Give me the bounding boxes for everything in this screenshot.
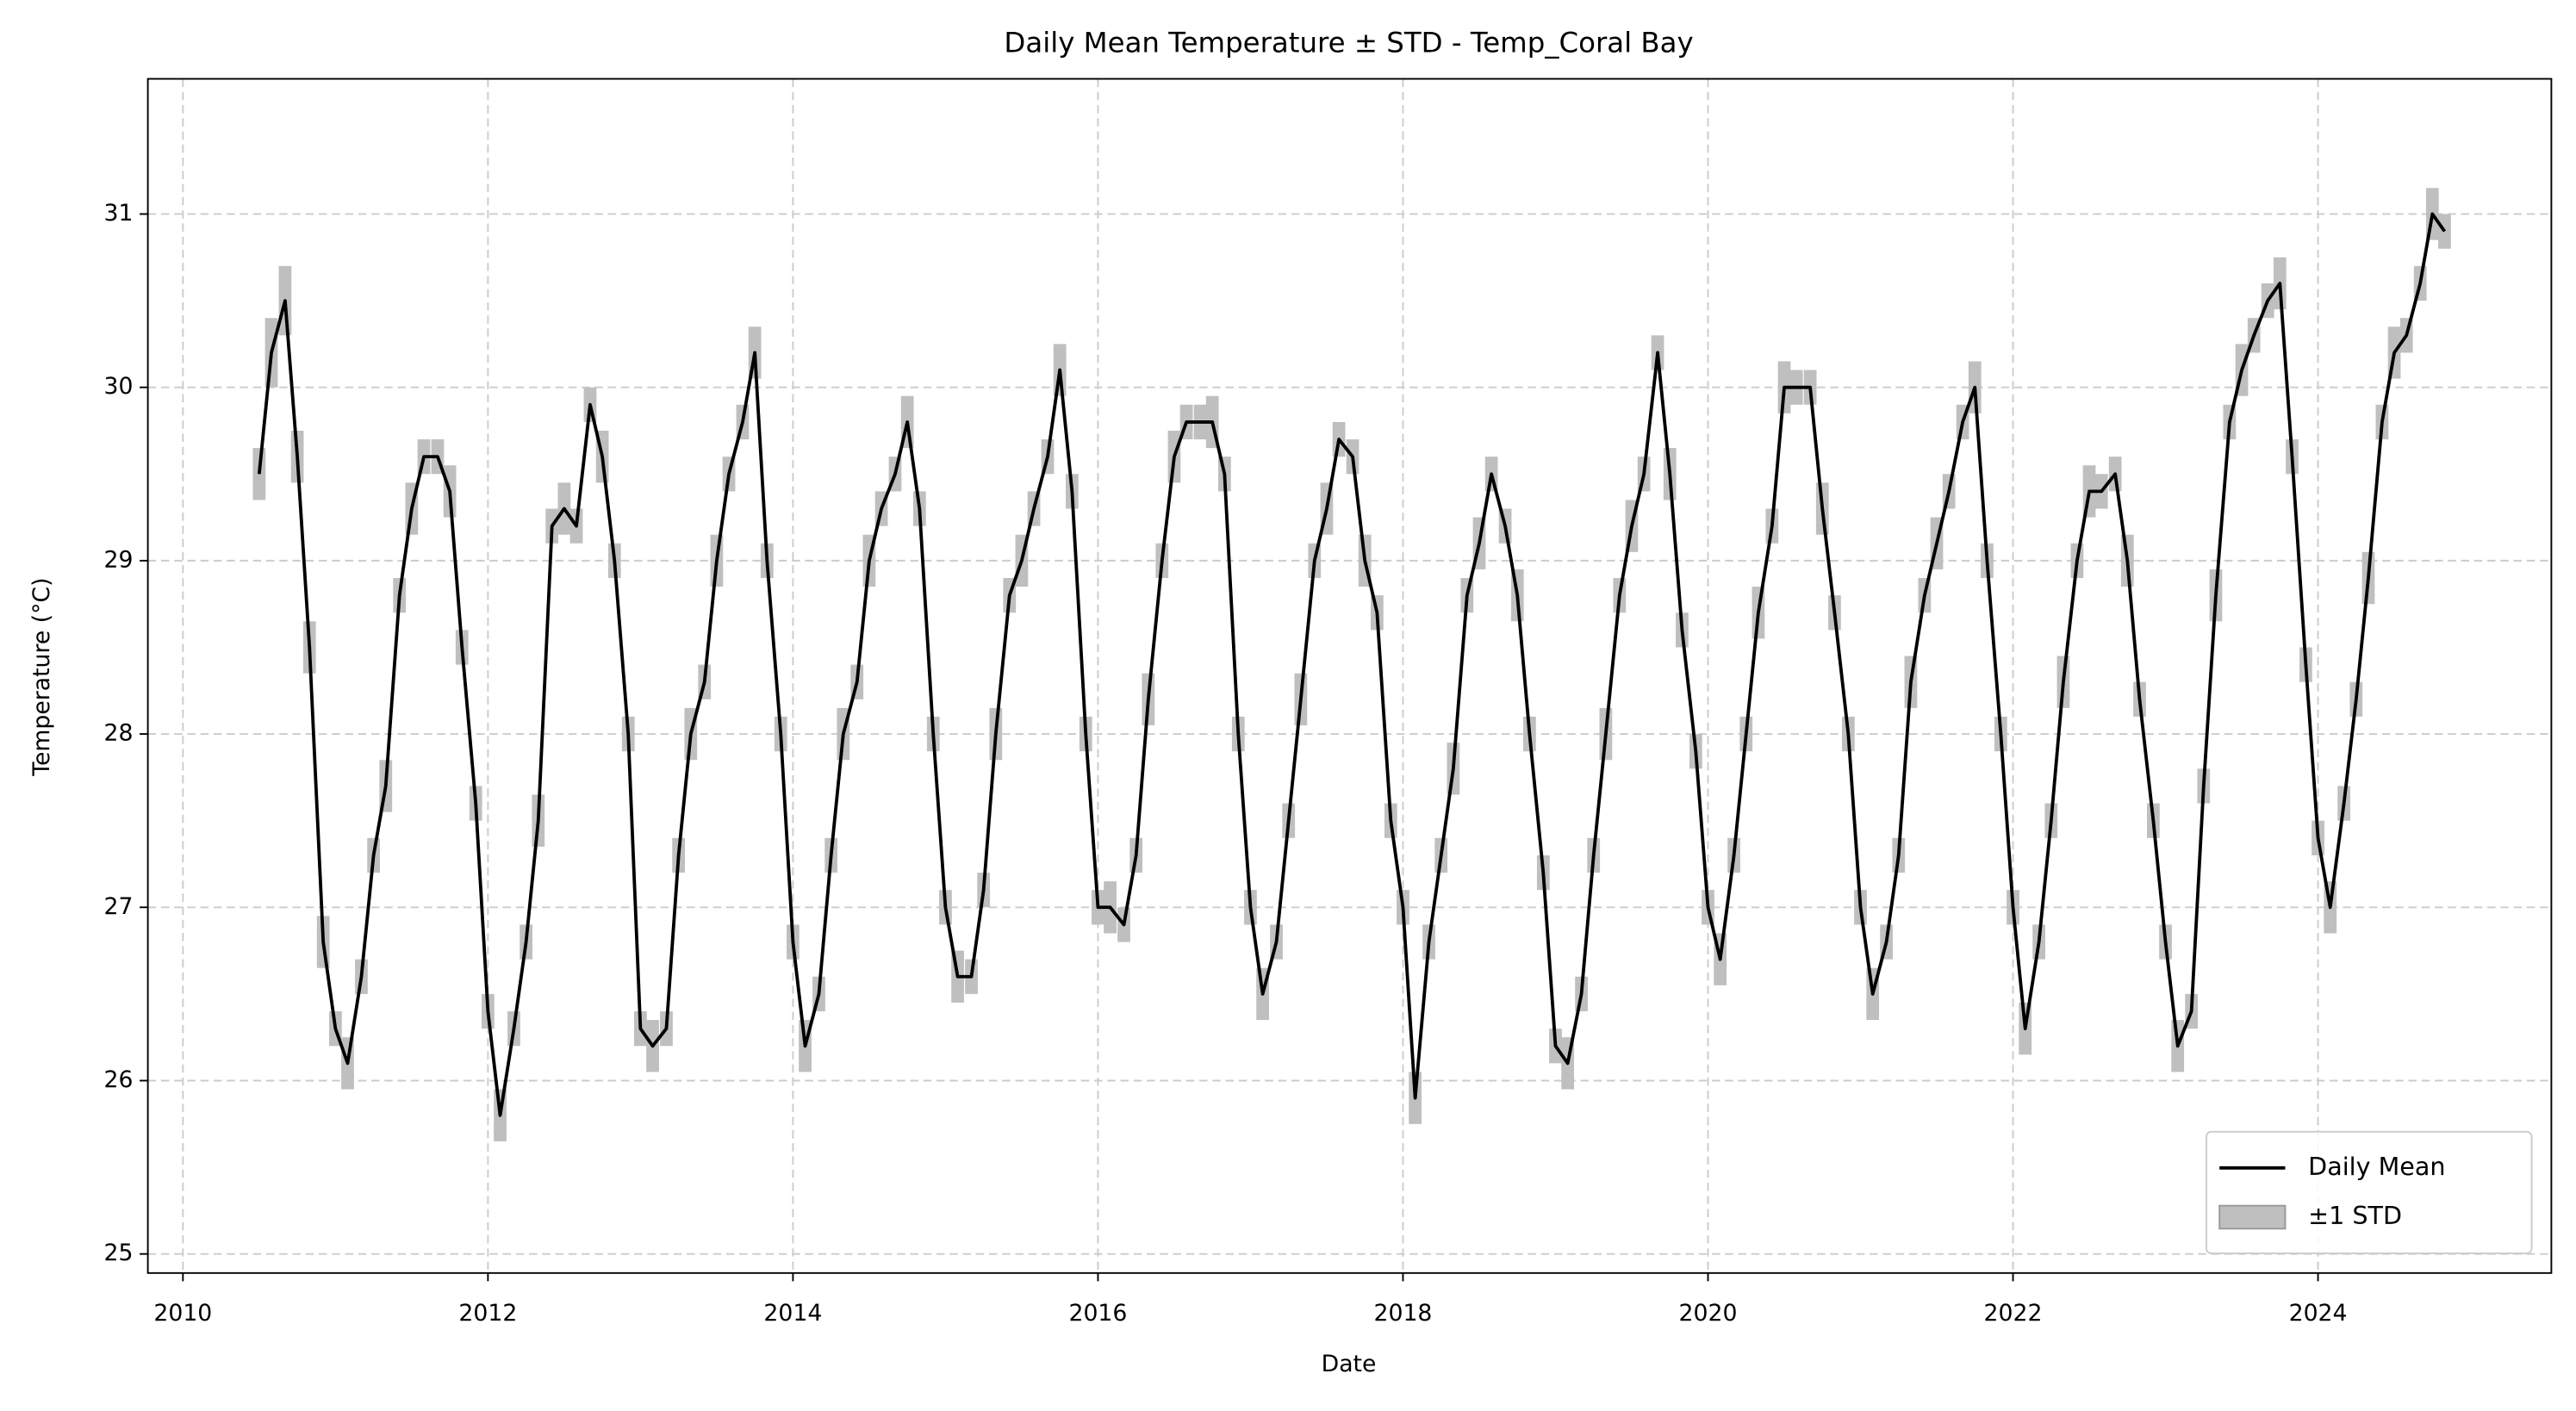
x-tick-label: 2012 (458, 1300, 517, 1327)
x-tick-label: 2016 (1068, 1300, 1127, 1327)
y-tick-label: 27 (103, 893, 133, 920)
legend: Daily Mean ±1 STD (2205, 1130, 2533, 1254)
y-tick-label: 26 (103, 1066, 133, 1093)
y-tick-label: 29 (103, 546, 133, 573)
x-tick-label: 2018 (1374, 1300, 1433, 1327)
legend-box (2205, 1130, 2533, 1254)
y-tick-label: 25 (103, 1240, 133, 1266)
x-tick-label: 2022 (1984, 1300, 2043, 1327)
x-axis-label: Date (1322, 1351, 1377, 1377)
x-tick-label: 2020 (1679, 1300, 1738, 1327)
std-band (2438, 214, 2451, 249)
legend-label: ±1 STD (2308, 1201, 2402, 1230)
y-axis-label: Temperature (°C) (28, 577, 55, 776)
legend-patch (2218, 1204, 2287, 1230)
x-tick-label: 2024 (2289, 1300, 2348, 1327)
legend-label: Daily Mean (2308, 1152, 2445, 1181)
data-line (257, 212, 2447, 1117)
std-band (252, 448, 266, 500)
x-tick-label: 2014 (763, 1300, 822, 1327)
x-tick-label: 2010 (153, 1300, 212, 1327)
y-tick-label: 31 (103, 200, 133, 227)
y-tick-label: 30 (103, 373, 133, 400)
y-tick-label: 28 (103, 720, 133, 747)
plot-frame (146, 78, 2553, 1274)
chart-title: Daily Mean Temperature ± STD - Temp_Cora… (1004, 26, 1693, 59)
